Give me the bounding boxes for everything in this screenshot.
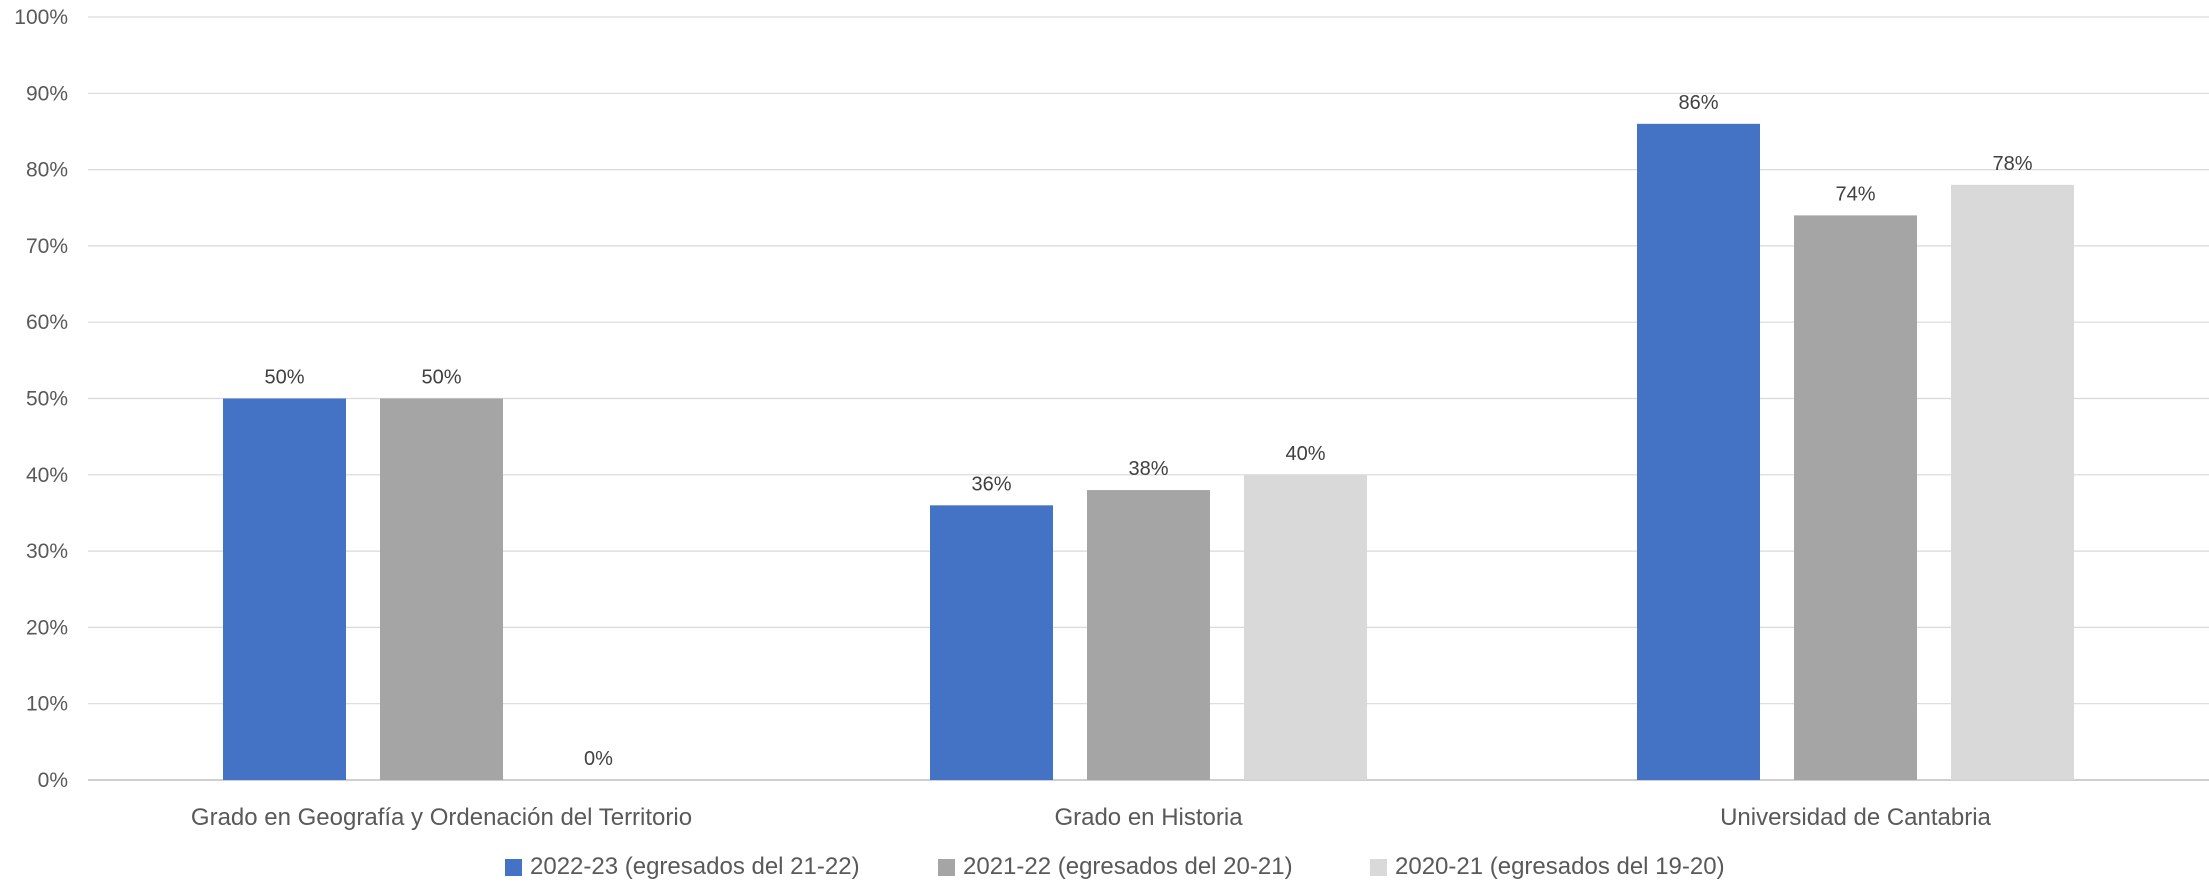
legend-label: 2020-21 (egresados del 19-20): [1395, 853, 1725, 880]
legend-label: 2021-22 (egresados del 20-21): [963, 853, 1293, 880]
bar: [1087, 490, 1210, 780]
data-label: 74%: [1835, 183, 1875, 205]
data-label: 50%: [264, 367, 304, 389]
legend: 2022-23 (egresados del 21-22) 2021-22 (eg…: [505, 853, 1725, 880]
y-tick-label: 20%: [26, 616, 68, 639]
y-tick-label: 90%: [26, 82, 68, 105]
bar: [1951, 184, 2074, 781]
x-category-label: Grado en Historia: [1054, 804, 1243, 831]
y-tick-label: 100%: [14, 6, 68, 29]
data-label: 50%: [421, 367, 461, 389]
data-label: 38%: [1128, 458, 1168, 480]
y-tick-label: 70%: [26, 235, 68, 258]
data-label: 0%: [584, 748, 613, 770]
bar: [930, 505, 1053, 780]
legend-swatch: [1370, 859, 1387, 876]
bar: [223, 398, 346, 780]
data-label: 40%: [1285, 443, 1325, 465]
y-tick-label: 30%: [26, 540, 68, 563]
y-axis-tick-labels: 0% 10% 20% 30% 40% 50% 60% 70% 80% 90% 100%: [14, 6, 68, 792]
y-tick-label: 60%: [26, 311, 68, 334]
data-label: 36%: [971, 473, 1011, 495]
y-tick-label: 80%: [26, 159, 68, 182]
legend-swatch: [505, 859, 522, 876]
legend-label: 2022-23 (egresados del 21-22): [530, 853, 860, 880]
bars: [223, 123, 2074, 781]
bar: [380, 398, 503, 780]
data-label: 86%: [1678, 92, 1718, 114]
x-category-label: Universidad de Cantabria: [1720, 804, 1991, 831]
y-tick-label: 40%: [26, 464, 68, 487]
x-axis-category-labels: Grado en Geografía y Ordenación del Terr…: [191, 804, 1992, 831]
y-tick-label: 0%: [38, 769, 68, 792]
y-tick-label: 10%: [26, 693, 68, 716]
data-label: 78%: [1992, 153, 2032, 175]
data-labels: 50% 50% 0% 36% 38% 40% 86% 74% 78%: [264, 92, 2032, 770]
bar: [1794, 215, 1917, 780]
bar: [1637, 123, 1760, 780]
legend-swatch: [938, 859, 955, 876]
bar: [1244, 474, 1367, 780]
x-category-label: Grado en Geografía y Ordenación del Terr…: [191, 804, 692, 831]
y-tick-label: 50%: [26, 388, 68, 411]
